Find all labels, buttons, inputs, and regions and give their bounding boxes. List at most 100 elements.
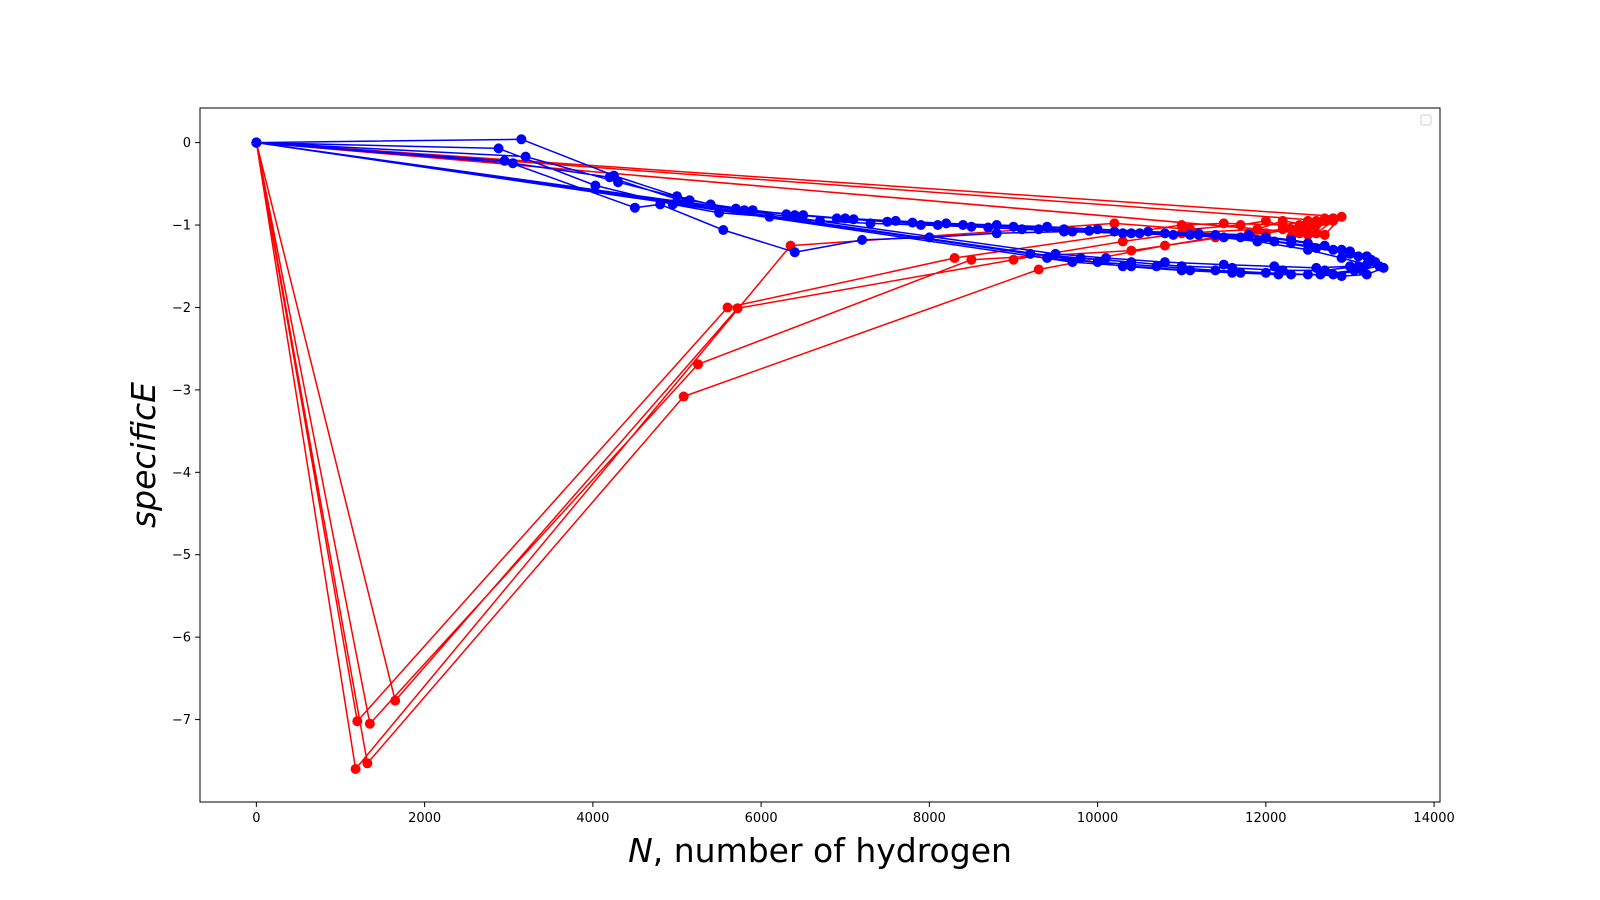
data-point (1269, 261, 1280, 272)
data-point (865, 218, 876, 229)
y-axis-label: specificE (124, 382, 163, 528)
x-axis: 0 2000 4000 6000 8000 10000 12000 14000 (252, 802, 1455, 826)
data-point (1210, 229, 1221, 240)
y-tick-label: −5 (172, 548, 191, 563)
data-point (789, 247, 800, 258)
data-point (1185, 265, 1196, 276)
data-point (1117, 236, 1128, 247)
data-point (516, 134, 527, 145)
data-point (680, 197, 691, 207)
data-point (1361, 259, 1372, 270)
data-point (1252, 236, 1263, 247)
data-point (739, 205, 750, 216)
data-point (629, 202, 640, 213)
data-point (1218, 232, 1229, 243)
data-point (693, 359, 703, 370)
data-point (1008, 254, 1019, 265)
data-point (499, 155, 510, 166)
data-point (1319, 215, 1330, 226)
data-point (1159, 257, 1170, 268)
data-point (1302, 238, 1313, 249)
data-point (1252, 224, 1263, 235)
data-point (1218, 259, 1229, 270)
data-point (1092, 224, 1103, 235)
x-tick-label: 6000 (745, 811, 778, 826)
data-point (1193, 229, 1204, 240)
data-point (714, 207, 725, 218)
data-point (1286, 269, 1297, 280)
data-point (1185, 229, 1196, 240)
x-tick-label: 8000 (913, 811, 946, 826)
series-blue (251, 134, 1389, 282)
x-tick-label: 0 (252, 811, 260, 826)
data-point (590, 180, 601, 191)
data-point (1311, 220, 1322, 230)
data-point (1273, 269, 1284, 280)
data-point (1176, 265, 1187, 276)
data-point (493, 143, 504, 154)
data-point (958, 220, 968, 230)
data-point (781, 209, 792, 220)
series-red (251, 137, 1347, 774)
data-point (991, 228, 1002, 239)
data-point (831, 213, 842, 224)
data-point (1302, 220, 1313, 230)
data-point (1336, 211, 1347, 222)
y-tick-label: −4 (172, 466, 191, 481)
data-point (1117, 228, 1128, 239)
data-point (251, 137, 262, 148)
data-point (1075, 253, 1086, 263)
data-point (1042, 253, 1053, 263)
data-point (991, 220, 1002, 230)
data-point (1319, 240, 1330, 251)
data-point (655, 199, 666, 210)
data-point (1311, 243, 1322, 254)
data-point (1269, 236, 1280, 247)
data-point (672, 191, 682, 202)
data-point (1016, 224, 1027, 235)
data-point (1302, 269, 1313, 280)
data-point (1260, 215, 1271, 226)
y-tick-label: −1 (172, 219, 191, 234)
data-point (882, 216, 893, 227)
data-point (1286, 238, 1297, 249)
data-point (1315, 269, 1326, 280)
y-tick-label: −2 (172, 301, 191, 316)
data-point (352, 716, 363, 727)
data-point (1109, 218, 1120, 229)
data-point (1294, 220, 1305, 230)
data-point (966, 221, 977, 232)
data-point (1286, 224, 1297, 235)
data-point (678, 391, 689, 402)
data-point (1059, 224, 1069, 235)
data-point (1260, 267, 1271, 278)
data-point (848, 214, 859, 225)
data-point (789, 210, 800, 221)
data-point (1008, 221, 1019, 232)
data-point (1067, 226, 1078, 237)
data-point (890, 215, 901, 226)
data-point (1336, 271, 1347, 282)
data-point (1176, 220, 1187, 230)
data-point (705, 199, 716, 210)
data-point (1345, 248, 1355, 259)
data-point (941, 218, 952, 229)
data-point (1378, 262, 1389, 273)
data-point (1227, 267, 1238, 278)
data-point (604, 172, 615, 183)
data-point (1319, 229, 1330, 240)
data-point (1260, 232, 1271, 243)
data-point (1244, 229, 1254, 240)
data-point (949, 253, 960, 263)
data-point (520, 151, 531, 162)
data-point (1126, 261, 1137, 272)
x-axis-label-rest: , number of hydrogen (653, 831, 1012, 870)
data-point (1235, 232, 1246, 243)
data-point (798, 210, 809, 221)
data-point (932, 220, 943, 230)
data-point (1067, 257, 1078, 268)
data-point (1126, 228, 1137, 239)
data-point (966, 254, 977, 265)
data-point (1218, 218, 1229, 229)
